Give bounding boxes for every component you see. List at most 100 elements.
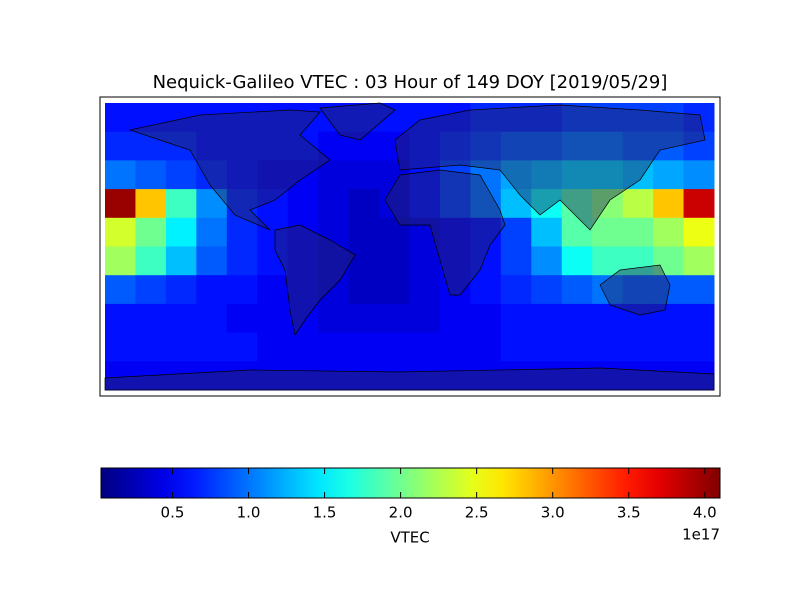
cell: [622, 217, 654, 247]
cell: [592, 361, 624, 391]
cell: [622, 361, 654, 391]
cell: [653, 103, 685, 133]
cell: [287, 189, 319, 219]
cell: [500, 160, 532, 190]
cell: [165, 275, 197, 305]
cell: [165, 103, 197, 133]
cell: [683, 131, 715, 161]
cell: [683, 103, 715, 133]
cell: [439, 275, 471, 305]
cell: [348, 275, 380, 305]
cell: [561, 103, 593, 133]
cell: [165, 189, 197, 219]
cell: [226, 246, 258, 276]
africa: [384, 169, 506, 296]
antarctica: [104, 367, 715, 391]
cell: [318, 275, 350, 305]
chart-title: Nequick-Galileo VTEC : 03 Hour of 149 DO…: [153, 72, 668, 93]
cell: [592, 332, 624, 362]
cell: [135, 217, 167, 247]
cell: [561, 160, 593, 190]
cell: [500, 246, 532, 276]
cell: [105, 189, 136, 219]
cell: [439, 332, 471, 362]
cell: [531, 217, 563, 247]
cell: [409, 332, 441, 362]
cell: [500, 361, 532, 391]
cell: [470, 103, 502, 133]
heatmap: [105, 103, 715, 391]
cell: [470, 246, 502, 276]
colorbar-tick-label: 0.5: [161, 504, 185, 522]
cell: [105, 160, 136, 190]
cell: [470, 217, 502, 247]
cell: [379, 217, 410, 247]
cell: [257, 332, 289, 362]
cell: [683, 275, 715, 305]
cell: [348, 303, 380, 334]
cell: [622, 246, 654, 276]
coastlines: [104, 102, 715, 391]
cell: [470, 131, 502, 161]
cell: [226, 160, 258, 190]
cell: [592, 303, 624, 334]
cell: [165, 246, 197, 276]
cell: [561, 246, 593, 276]
cell: [531, 189, 563, 219]
cell: [653, 189, 685, 219]
cell: [379, 361, 410, 391]
cell: [165, 160, 197, 190]
north-america: [128, 109, 331, 231]
cell: [226, 103, 258, 133]
cell: [592, 131, 624, 161]
cell: [348, 246, 380, 276]
cell: [409, 275, 441, 305]
cell: [135, 189, 167, 219]
cell: [439, 131, 471, 161]
cell: [592, 217, 624, 247]
cell: [165, 131, 197, 161]
cell: [348, 332, 380, 362]
cell: [561, 361, 593, 391]
cell: [470, 361, 502, 391]
cell: [653, 332, 685, 362]
cell: [105, 103, 136, 133]
cell: [135, 275, 167, 305]
cell: [653, 303, 685, 334]
cell: [561, 217, 593, 247]
cell: [683, 217, 715, 247]
cell: [683, 246, 715, 276]
cell: [348, 160, 380, 190]
cell: [561, 275, 593, 305]
colorbar-tick-label: 2.5: [465, 504, 489, 522]
cell: [348, 189, 380, 219]
cell: [622, 275, 654, 305]
cell: [226, 332, 258, 362]
cell: [561, 303, 593, 334]
cell: [561, 189, 593, 219]
cell: [379, 332, 410, 362]
cell: [653, 275, 685, 305]
cell: [287, 275, 319, 305]
colorbar-label: VTEC: [390, 529, 429, 547]
cell: [105, 131, 136, 161]
cell: [196, 131, 228, 161]
cell: [196, 361, 228, 391]
cell: [592, 160, 624, 190]
cell: [318, 189, 350, 219]
cell: [531, 361, 563, 391]
cell: [257, 131, 289, 161]
cell: [226, 275, 258, 305]
cell: [409, 217, 441, 247]
cell: [226, 189, 258, 219]
cell: [683, 332, 715, 362]
cell: [653, 361, 685, 391]
cell: [257, 303, 289, 334]
colorbar: [100, 467, 721, 499]
cell: [105, 332, 136, 362]
south-america: [274, 224, 356, 336]
cell: [470, 275, 502, 305]
cell: [348, 361, 380, 391]
cell: [257, 160, 289, 190]
cell: [531, 160, 563, 190]
